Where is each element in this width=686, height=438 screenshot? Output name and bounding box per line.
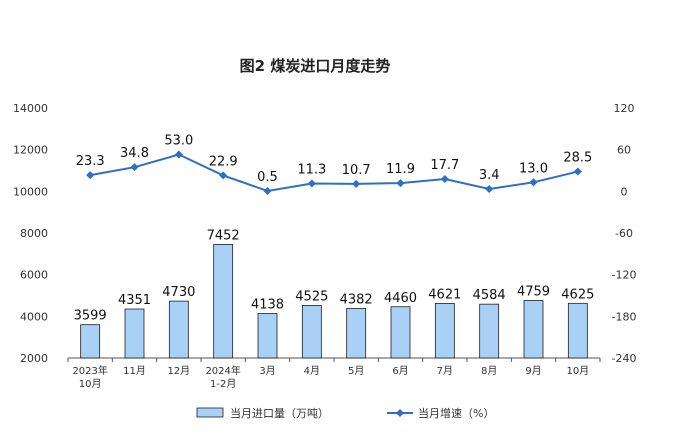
legend-label-line: 当月增速（%） xyxy=(418,406,494,420)
bar-value-label: 4460 xyxy=(384,291,417,306)
x-tick-label: 5月 xyxy=(348,365,364,377)
line-point xyxy=(130,163,139,172)
line-point xyxy=(174,150,183,159)
x-tick-label: 1-2月 xyxy=(210,378,236,390)
legend-label-bar: 当月进口量（万吨） xyxy=(230,406,329,420)
y-left-tick-label: 2000 xyxy=(20,352,48,365)
y-right-tick-label: 60 xyxy=(617,144,631,157)
bar-value-label: 4625 xyxy=(561,287,594,302)
y-left-tick-label: 14000 xyxy=(13,102,48,115)
bar-value-label: 4730 xyxy=(162,285,195,300)
line-point xyxy=(307,179,316,188)
line-value-label: 23.3 xyxy=(76,154,105,169)
x-tick-label: 4月 xyxy=(304,365,320,377)
y-right-tick-label: 0 xyxy=(621,185,628,198)
line-series: 23.3 34.8 53.0 22.9 0.5 11.3 10.7 11.9 17.7 3.4 13… xyxy=(76,134,592,195)
bar-value-label: 4351 xyxy=(118,293,151,308)
bar xyxy=(434,302,455,359)
x-tick-label: 7月 xyxy=(437,365,453,377)
bar xyxy=(346,307,367,359)
y-right-tick-label: -240 xyxy=(612,352,637,365)
growth-line xyxy=(89,153,579,193)
line-point xyxy=(263,186,272,195)
line-value-label: 53.0 xyxy=(164,134,193,149)
y-right-tick-label: -60 xyxy=(615,227,633,240)
bar-series: 3599 4351 4730 7452 4138 4525 4382 4460 4621 4584… xyxy=(74,228,594,359)
legend: 当月进口量（万吨） 当月增速（%） xyxy=(196,406,494,420)
bar-value-label: 7452 xyxy=(207,228,240,243)
bar-value-label: 4621 xyxy=(428,287,461,302)
line-point xyxy=(219,171,228,180)
y-right-tick-label: 120 xyxy=(614,102,635,115)
bar xyxy=(124,308,145,359)
line-value-label: 13.0 xyxy=(519,161,548,176)
bar-value-label: 4382 xyxy=(340,292,373,307)
line-point xyxy=(529,178,538,187)
x-tick-label: 2023年 xyxy=(72,364,107,377)
bar-value-label: 4584 xyxy=(473,288,506,303)
line-value-label: 28.5 xyxy=(563,151,592,166)
line-point xyxy=(86,171,95,180)
line-point xyxy=(573,167,582,176)
chart-title: 图2 煤炭进口月度走势 xyxy=(240,57,391,75)
legend-marker xyxy=(396,409,404,417)
line-value-label: 10.7 xyxy=(342,163,371,178)
bar-value-label: 3599 xyxy=(74,309,107,324)
bar xyxy=(257,313,278,359)
line-value-label: 0.5 xyxy=(257,170,278,185)
bar xyxy=(390,306,411,359)
bar xyxy=(479,303,500,359)
bar-value-label: 4759 xyxy=(517,285,550,300)
y-left-tick-label: 4000 xyxy=(20,310,48,323)
line-point xyxy=(485,184,494,193)
bar xyxy=(80,324,101,359)
legend-swatch-bar xyxy=(196,407,224,418)
line-value-label: 22.9 xyxy=(209,154,238,169)
bar xyxy=(567,302,588,359)
x-tick-label: 6月 xyxy=(392,365,408,377)
x-tick-label: 9月 xyxy=(525,365,541,377)
x-tick-label: 2024年 xyxy=(205,364,240,377)
bar xyxy=(301,304,322,359)
bar-value-label: 4525 xyxy=(295,289,328,304)
y-left-tick-label: 6000 xyxy=(20,269,48,282)
line-point xyxy=(440,175,449,184)
axes: 2000 4000 6000 8000 10000 12000 14000 -240 -180 -… xyxy=(13,102,636,390)
bar-value-label: 4138 xyxy=(251,297,284,312)
line-point xyxy=(352,179,361,188)
x-tick-label: 3月 xyxy=(259,365,275,377)
y-left-tick-label: 10000 xyxy=(13,185,48,198)
y-left-tick-label: 8000 xyxy=(20,227,48,240)
bar xyxy=(523,300,544,359)
y-right-tick-label: -180 xyxy=(612,310,637,323)
line-value-label: 34.8 xyxy=(120,146,149,161)
bar xyxy=(168,300,189,359)
line-value-label: 3.4 xyxy=(479,168,500,183)
line-point xyxy=(396,179,405,188)
x-tick-label: 11月 xyxy=(123,365,146,377)
line-value-label: 11.9 xyxy=(386,162,415,177)
y-right-tick-label: -120 xyxy=(612,269,637,282)
x-tick-label: 10月 xyxy=(79,378,102,390)
bar xyxy=(213,244,234,359)
x-tick-label: 8月 xyxy=(481,365,497,377)
line-value-label: 11.3 xyxy=(297,162,326,177)
line-value-label: 17.7 xyxy=(430,158,459,173)
x-tick-label: 12月 xyxy=(167,365,190,377)
x-tick-label: 10月 xyxy=(566,365,589,377)
y-left-tick-label: 12000 xyxy=(13,144,48,157)
